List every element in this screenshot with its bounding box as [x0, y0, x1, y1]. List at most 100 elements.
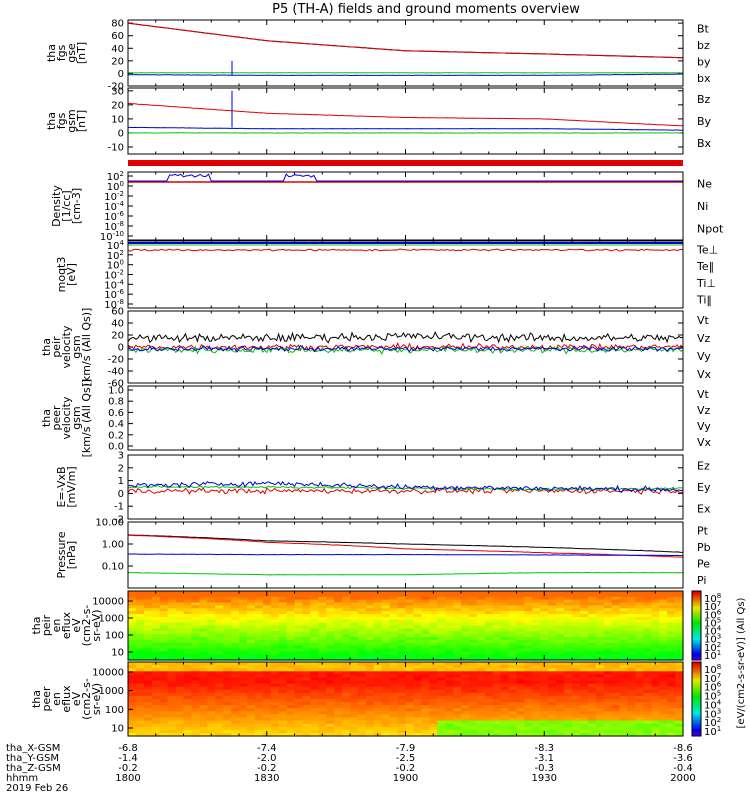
footer-y-4: -3.6: [673, 753, 693, 764]
peer_spec-cell: [286, 708, 296, 712]
peir_spec-cell: [611, 642, 621, 647]
efield-ytick-label: 3: [118, 451, 124, 462]
peir_spec-cell: [437, 593, 446, 598]
peir_spec-cell: [429, 625, 438, 629]
peir_spec-cell: [651, 625, 660, 629]
peir_spec-cell: [143, 605, 153, 609]
peir_spec-cell: [239, 616, 248, 621]
peer_spec-cell: [675, 729, 684, 734]
colorbar-top-swatch: [692, 634, 701, 637]
peir_spec-cell: [516, 651, 525, 655]
peer_spec-cell: [318, 726, 327, 731]
peer_spec-cell: [239, 717, 248, 722]
peir_spec-cell: [405, 619, 414, 624]
peir_spec-cell: [270, 619, 280, 624]
peir_spec-cell: [215, 631, 224, 635]
peir_spec-cell: [524, 619, 533, 624]
peer_spec-cell: [373, 668, 383, 672]
peer_spec-cell: [619, 692, 629, 697]
peer_spec-cell: [191, 720, 200, 725]
peer_spec-cell: [167, 723, 177, 728]
peir_spec-cell: [611, 596, 621, 601]
peir_spec-cell: [468, 628, 478, 632]
peer_spec-cell: [675, 668, 684, 672]
peir_spec-cell: [548, 634, 557, 638]
peer_spec-cell: [413, 705, 422, 709]
peir_spec-cell: [572, 657, 581, 661]
peer_spec-cell: [270, 689, 280, 694]
peir_spec-cell: [310, 608, 319, 612]
peir_spec-cell: [326, 628, 335, 632]
peir_spec-ylabel: eflux: [60, 611, 73, 639]
peir_spec-cell: [326, 591, 335, 595]
peir_spec-cell: [365, 605, 375, 609]
peir_spec-cell: [564, 642, 573, 647]
fgs_gse-legend-bt: Bt: [697, 22, 710, 35]
peir_spec-cell: [318, 593, 327, 598]
density-legend-ni: Ni: [697, 200, 708, 213]
peir_spec-cell: [484, 622, 494, 627]
peir_spec-cell: [556, 593, 565, 598]
peer_spec-cell: [659, 705, 668, 709]
colorbar-bottom-swatch: [692, 721, 701, 724]
peir_spec-cell: [143, 625, 153, 629]
peir_spec-cell: [326, 596, 335, 601]
peir_spec-cell: [310, 628, 319, 632]
peir_spec-cell: [254, 614, 264, 618]
peir_spec-cell: [595, 639, 605, 644]
peir_spec-cell: [175, 648, 185, 652]
peir_spec-cell: [223, 628, 232, 632]
peer_spec-cell: [128, 674, 137, 678]
peir_spec-cell: [246, 654, 256, 658]
peer_spec-cell: [453, 705, 462, 709]
peer_spec-cell: [262, 683, 272, 688]
peir_spec-cell: [627, 625, 636, 629]
peir_spec-cell: [143, 593, 153, 598]
peer_spec-cell: [667, 665, 676, 669]
peir_spec-cell: [603, 591, 613, 595]
peir_spec-cell: [445, 622, 454, 627]
peer_spec-cell: [334, 705, 343, 709]
peer_spec-cell: [548, 677, 557, 682]
peer_spec-cell: [540, 702, 549, 706]
peer_spec-cell: [572, 695, 581, 700]
peir_spec-cell: [278, 619, 288, 624]
peer_spec-cell: [564, 705, 573, 709]
peir_spec-cell: [492, 639, 502, 644]
peer_spec-cell: [199, 674, 208, 678]
peir_spec-cell: [532, 639, 541, 644]
peer_spec-cell: [199, 711, 208, 715]
peer_spec-cell: [484, 717, 494, 722]
peir_spec-cell: [389, 599, 399, 604]
peer_spec-cell: [516, 677, 525, 682]
peer_spec-cell: [239, 695, 248, 700]
peir_spec-cell: [508, 634, 518, 638]
peir_spec-cell: [318, 611, 327, 615]
peer_spec-cell: [310, 689, 319, 694]
peer_spec-cell: [532, 665, 541, 669]
colorbar-bottom-swatch: [692, 689, 701, 693]
peir_spec-cell: [254, 637, 264, 641]
peir_spec-cell: [421, 614, 430, 618]
peer_spec-cell: [564, 695, 573, 700]
colorbar-top-swatch: [692, 653, 701, 656]
peir_spec-cell: [365, 608, 375, 612]
peir_velocity-ylabel: velocity: [60, 325, 73, 368]
peir_spec-cell: [667, 651, 676, 655]
peir_spec-cell: [651, 616, 660, 621]
fgs_gse-ytick-label: 20: [111, 56, 124, 67]
peir_spec-cell: [611, 631, 621, 635]
peer_spec-cell: [381, 720, 391, 725]
peir_spec-cell: [461, 602, 470, 606]
peir_velocity-ytick-label: 60: [111, 307, 124, 318]
peer_spec-cell: [532, 702, 541, 706]
peir_spec-ytick-label: 10000: [92, 597, 124, 608]
peer_spec-cell: [294, 720, 303, 725]
colorbar: 1081071061051041031021011081071061051041…: [691, 590, 747, 738]
peir_spec-cell: [572, 645, 581, 650]
peir_spec-cell: [318, 622, 327, 627]
peir_spec-cell: [476, 593, 486, 598]
peir_spec-cell: [223, 616, 232, 621]
peer_spec-cell: [215, 714, 224, 719]
peir_spec-cell: [437, 642, 446, 647]
